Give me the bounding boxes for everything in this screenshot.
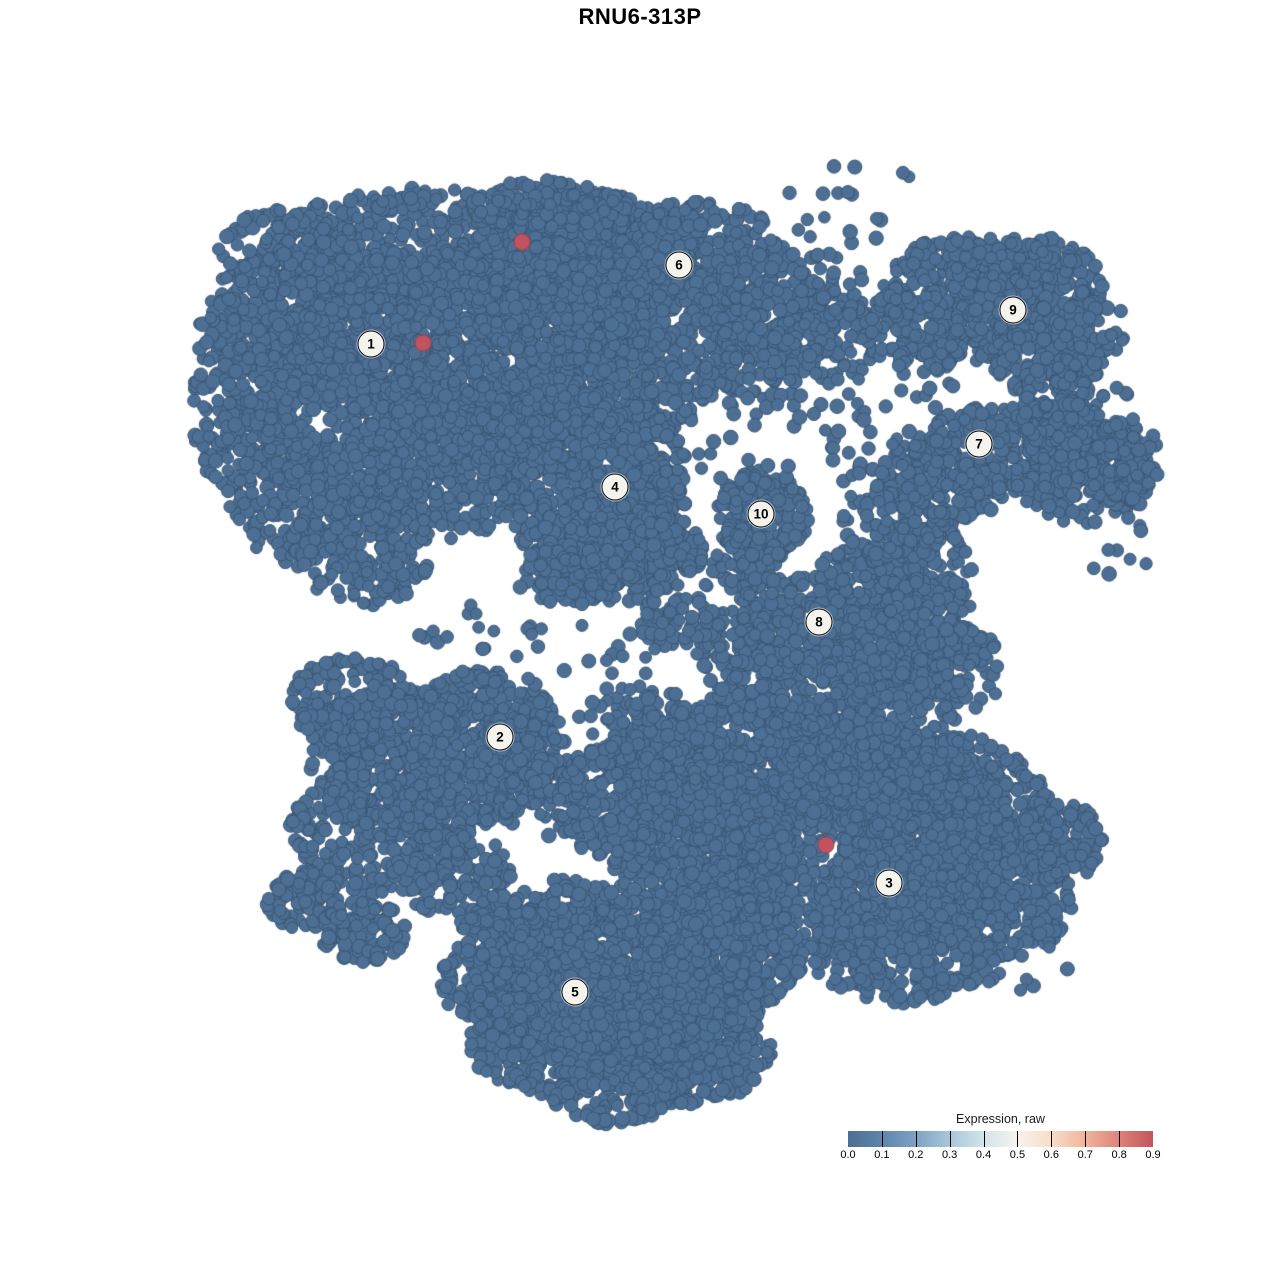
colorbar-tick-labels: 0.0 0.1 0.2 0.3 0.4 0.5 0.6 0.7 0.8 0.9: [840, 1149, 1160, 1163]
colorbar-tick-label: 0.6: [1043, 1149, 1059, 1161]
colorbar-tickline: [881, 1131, 883, 1147]
colorbar-tick-label: 0.9: [1145, 1149, 1161, 1161]
colorbar-tickline: [1085, 1131, 1087, 1147]
colorbar-tickline: [949, 1131, 951, 1147]
colorbar-tickline: [1119, 1131, 1121, 1147]
colorbar-tick-label: 0.8: [1111, 1149, 1127, 1161]
colorbar-tick-label: 0.1: [874, 1149, 890, 1161]
colorbar-tick-label: 0.4: [975, 1149, 992, 1161]
colorbar-tick-label: 0.3: [942, 1149, 958, 1161]
colorbar-tickline: [983, 1131, 985, 1147]
colorbar-gradient: [848, 1131, 1153, 1147]
expression-legend: Expression, raw 0.0 0.1 0.2 0.3 0.4 0.5 0.6 0.7…: [840, 1112, 1160, 1163]
legend-title: Expression, raw: [956, 1112, 1045, 1126]
colorbar-tickline: [915, 1131, 917, 1147]
colorbar-tick-label: 0.5: [1009, 1149, 1026, 1161]
colorbar-tick-label: 0.0: [840, 1149, 856, 1161]
colorbar-tick-label: 0.7: [1077, 1149, 1093, 1161]
colorbar-tick-label: 0.2: [908, 1149, 924, 1161]
colorbar-tickline: [1051, 1131, 1053, 1147]
colorbar-tickline: [1017, 1131, 1019, 1147]
